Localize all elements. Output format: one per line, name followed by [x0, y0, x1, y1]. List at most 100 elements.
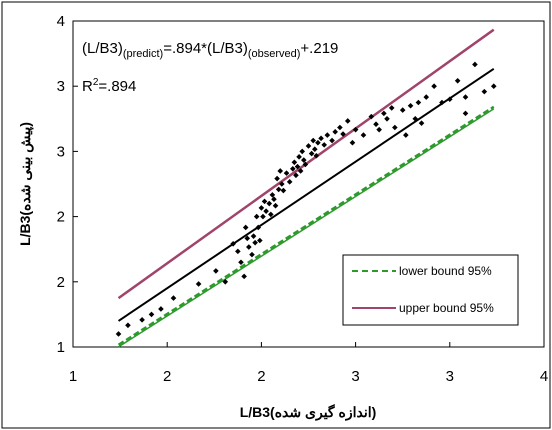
data-point [269, 192, 276, 198]
data-point [268, 211, 274, 218]
data-point [213, 268, 219, 274]
lower-bound-line [117, 105, 495, 346]
y-tick-label: 4 [57, 13, 65, 30]
data-point [349, 139, 356, 146]
data-point [454, 77, 461, 84]
data-point [392, 124, 398, 131]
data-point [321, 142, 327, 148]
data-point [384, 116, 390, 122]
legend-label-upper-bound: upper bound 95% [399, 301, 494, 315]
data-point [280, 187, 287, 194]
data-point [368, 113, 375, 120]
data-point [337, 124, 343, 131]
data-point [242, 224, 249, 231]
data-point [272, 202, 279, 209]
data-point [277, 168, 284, 174]
data-point [255, 224, 262, 231]
data-point [261, 198, 268, 205]
data-point [472, 61, 478, 68]
x-tick-label: 2 [257, 368, 265, 385]
data-point [412, 116, 419, 122]
x-axis-ticks [72, 342, 545, 347]
data-point [170, 295, 177, 301]
data-point [340, 131, 346, 137]
data-point [311, 146, 318, 153]
data-point [381, 110, 387, 117]
data-point [195, 281, 202, 287]
data-point [291, 159, 298, 166]
data-point [283, 170, 290, 176]
x-tick-label: 3 [351, 368, 359, 385]
x-tick-label: 2 [163, 368, 171, 385]
data-point [324, 132, 331, 138]
data-point [431, 83, 437, 89]
data-point [244, 235, 251, 242]
data-point [310, 137, 317, 144]
data-point [297, 168, 304, 174]
data-point [249, 251, 255, 258]
data-point [258, 205, 265, 211]
data-point [439, 99, 445, 106]
data-point [148, 311, 155, 318]
data-point [388, 105, 395, 111]
data-point [238, 259, 244, 266]
x-tick-label: 4 [540, 368, 548, 385]
y-axis-title: L/B3(پیش بینی شده) [17, 122, 34, 246]
data-point [415, 99, 422, 106]
x-axis-tick-labels: 1 2 2 3 3 4 [69, 368, 548, 385]
data-point [158, 306, 164, 312]
data-point [360, 132, 367, 138]
data-point [490, 83, 497, 89]
data-point [313, 152, 320, 159]
data-point [305, 143, 312, 149]
data-point [252, 239, 258, 246]
data-point [407, 102, 414, 109]
regression-line [117, 67, 495, 322]
data-point [235, 248, 241, 255]
data-point [279, 181, 285, 187]
data-point [294, 163, 301, 170]
legend: lower bound 95% upper bound 95% [342, 254, 519, 326]
y-axis-ticks [73, 20, 78, 348]
data-point [462, 94, 469, 100]
y-tick-label: 1 [57, 339, 65, 356]
data-point [266, 200, 273, 207]
data-point [274, 175, 280, 182]
data-point [293, 172, 299, 179]
data-point [399, 107, 406, 113]
data-point [373, 121, 379, 128]
x-axis-title: L/B3(اندازه گیری شده) [240, 404, 377, 421]
legend-box [342, 254, 519, 326]
data-point [125, 322, 131, 329]
data-point [332, 129, 338, 135]
lower-bound-line-shadow [118, 108, 495, 348]
data-point [376, 126, 382, 133]
data-point [222, 279, 229, 285]
data-point [352, 126, 359, 133]
data-point [481, 88, 488, 95]
data-point [263, 208, 269, 214]
data-point [447, 96, 453, 103]
r-squared: R2=.894 [82, 77, 136, 95]
x-tick-label: 3 [446, 368, 454, 385]
data-point [290, 165, 296, 172]
data-point [271, 196, 277, 203]
y-tick-label: 3 [57, 78, 65, 95]
data-point [286, 179, 293, 185]
data-point [462, 110, 469, 117]
y-axis-tick-labels: 1 2 2 3 3 4 [57, 13, 65, 356]
regression-equation: (L/B3)(predict)=.894*(L/B3)(observed)+.2… [82, 40, 338, 60]
data-point [344, 118, 351, 124]
data-point [418, 120, 425, 126]
legend-label-lower-bound: lower bound 95% [399, 264, 492, 278]
y-tick-label: 2 [57, 274, 65, 291]
data-point [329, 137, 335, 144]
scatter-points [115, 61, 497, 337]
y-tick-label: 2 [57, 209, 65, 226]
data-point [403, 132, 409, 138]
data-point [308, 150, 315, 157]
data-point [241, 273, 247, 280]
data-point [423, 94, 430, 100]
data-point [246, 244, 252, 250]
data-point [275, 186, 282, 193]
